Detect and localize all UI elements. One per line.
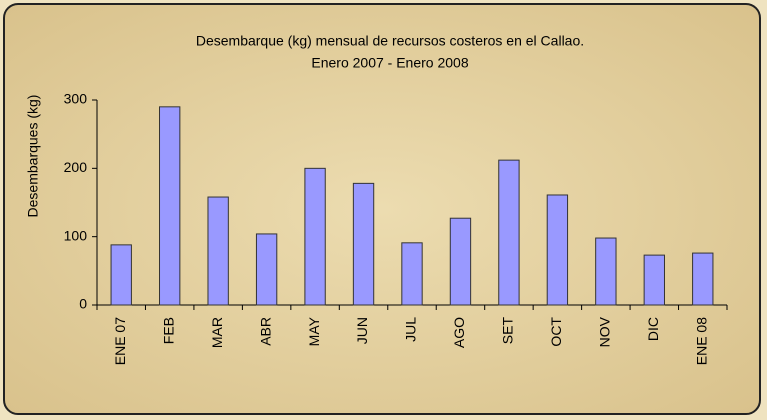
- x-tick-label: OCT: [548, 317, 564, 347]
- x-tick-label: ENE 08: [693, 317, 709, 365]
- x-tick-label: JUL: [403, 317, 419, 342]
- bar: [692, 252, 714, 306]
- x-tick-label: ABR: [257, 317, 273, 346]
- chart-subtitle: Enero 2007 - Enero 2008: [311, 55, 468, 71]
- y-tick-label: 200: [64, 159, 88, 175]
- bar: [546, 194, 569, 306]
- bar: [643, 254, 665, 306]
- bar: [255, 233, 278, 306]
- x-tick-label: JUN: [354, 317, 370, 344]
- x-tick-label: MAY: [306, 316, 322, 346]
- chart-title: Desembarque (kg) mensual de recursos cos…: [196, 33, 584, 49]
- bar: [110, 244, 132, 306]
- x-tick-label: FEB: [160, 317, 176, 344]
- bar: [207, 196, 229, 306]
- bar: [595, 237, 617, 306]
- bar: [352, 182, 375, 306]
- bar: [498, 159, 520, 306]
- bar: [159, 106, 181, 306]
- y-tick-label: 100: [64, 227, 88, 243]
- x-tick-label: ENE 07: [112, 317, 128, 365]
- bar: [304, 167, 326, 306]
- x-tick-label: MAR: [209, 317, 225, 348]
- bar: [449, 217, 472, 306]
- chart-frame: [3, 3, 761, 415]
- x-tick-label: AGO: [451, 317, 467, 348]
- bar: [401, 242, 423, 306]
- x-tick-label: SET: [500, 317, 516, 345]
- y-axis-label: Desembarques (kg): [25, 95, 41, 218]
- y-tick-label: 0: [79, 296, 87, 312]
- x-tick-label: NOV: [597, 316, 613, 347]
- y-tick-label: 300: [64, 91, 88, 107]
- x-tick-label: DIC: [645, 317, 661, 341]
